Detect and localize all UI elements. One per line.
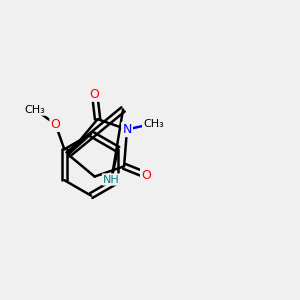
Text: O: O xyxy=(141,169,151,182)
Text: CH₃: CH₃ xyxy=(25,104,45,115)
Text: O: O xyxy=(51,118,60,131)
Text: O: O xyxy=(90,88,100,100)
Text: CH₃: CH₃ xyxy=(143,118,164,129)
Text: N: N xyxy=(122,123,132,136)
Text: NH: NH xyxy=(103,175,120,184)
